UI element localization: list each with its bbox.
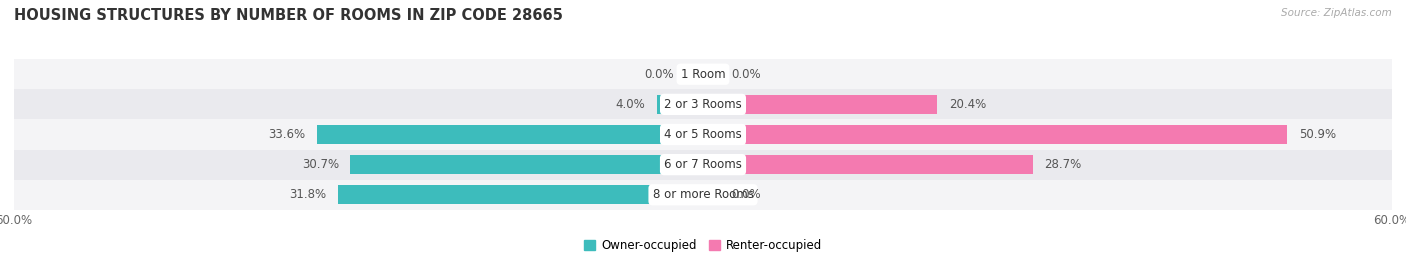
Bar: [703, 95, 938, 114]
Text: 50.9%: 50.9%: [1299, 128, 1336, 141]
Text: Source: ZipAtlas.com: Source: ZipAtlas.com: [1281, 8, 1392, 18]
Text: 0.0%: 0.0%: [731, 188, 761, 201]
Bar: [14, 119, 1392, 150]
Text: 0.0%: 0.0%: [731, 68, 761, 81]
Bar: [703, 125, 1288, 144]
Text: 4 or 5 Rooms: 4 or 5 Rooms: [664, 128, 742, 141]
Text: 6 or 7 Rooms: 6 or 7 Rooms: [664, 158, 742, 171]
Text: 1 Room: 1 Room: [681, 68, 725, 81]
Text: 31.8%: 31.8%: [290, 188, 326, 201]
Bar: [686, 65, 703, 84]
Bar: [14, 150, 1392, 180]
Text: 2 or 3 Rooms: 2 or 3 Rooms: [664, 98, 742, 111]
Text: 8 or more Rooms: 8 or more Rooms: [652, 188, 754, 201]
Bar: [318, 125, 703, 144]
Bar: [703, 65, 720, 84]
Text: 33.6%: 33.6%: [269, 128, 305, 141]
Bar: [14, 89, 1392, 119]
Text: HOUSING STRUCTURES BY NUMBER OF ROOMS IN ZIP CODE 28665: HOUSING STRUCTURES BY NUMBER OF ROOMS IN…: [14, 8, 562, 23]
Bar: [350, 155, 703, 174]
Bar: [14, 59, 1392, 89]
Text: 4.0%: 4.0%: [616, 98, 645, 111]
Text: 0.0%: 0.0%: [645, 68, 675, 81]
Bar: [14, 180, 1392, 210]
Bar: [337, 185, 703, 204]
Bar: [657, 95, 703, 114]
Text: 28.7%: 28.7%: [1045, 158, 1081, 171]
Text: 30.7%: 30.7%: [302, 158, 339, 171]
Bar: [703, 155, 1032, 174]
Text: 20.4%: 20.4%: [949, 98, 986, 111]
Legend: Owner-occupied, Renter-occupied: Owner-occupied, Renter-occupied: [579, 234, 827, 257]
Bar: [703, 185, 720, 204]
